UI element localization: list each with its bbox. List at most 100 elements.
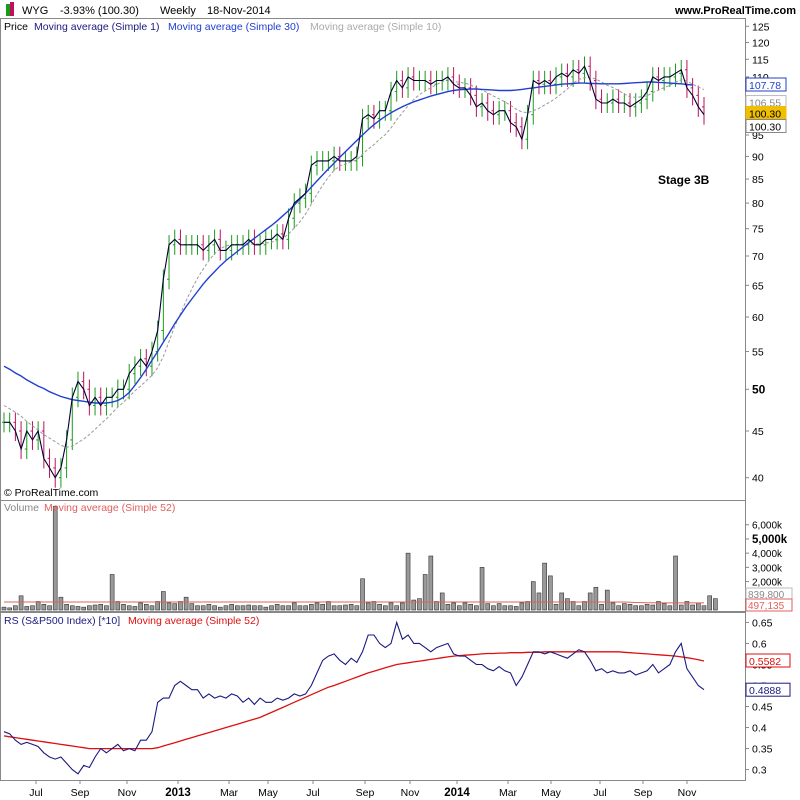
rs-legend: RS (S&P500 Index) [*10] Moving average (… bbox=[4, 615, 259, 627]
volume-bar bbox=[525, 601, 530, 611]
volume-bar bbox=[622, 603, 627, 611]
price-tick-label: 50 bbox=[752, 382, 766, 396]
volume-bar bbox=[291, 602, 297, 611]
volume-bar bbox=[536, 592, 542, 611]
volume-bar bbox=[616, 605, 621, 611]
header: WYG -3.93% (100.30) Weekly 18-Nov-2014 w… bbox=[6, 2, 796, 17]
volume-bar bbox=[468, 604, 473, 611]
volume-bar bbox=[18, 595, 24, 611]
rs-line bbox=[3, 620, 705, 775]
volume-bar bbox=[24, 606, 30, 611]
volume-bar bbox=[422, 574, 428, 611]
volume-bar bbox=[240, 605, 246, 611]
volume-bar bbox=[610, 602, 616, 611]
volume-bar bbox=[667, 605, 673, 611]
volume-bar bbox=[52, 505, 58, 611]
volume-bar bbox=[126, 605, 132, 611]
price-tick-label: 45 bbox=[752, 426, 764, 438]
ma10-line bbox=[3, 76, 705, 448]
volume-bar bbox=[274, 604, 280, 611]
volume-tick-label: 5,000k bbox=[752, 534, 788, 546]
close-value-tag-box bbox=[745, 119, 787, 134]
volume-bar bbox=[183, 596, 189, 611]
volume-bar bbox=[644, 604, 650, 611]
volume-bar bbox=[565, 598, 570, 611]
volume-bar bbox=[143, 604, 149, 611]
volume-bar bbox=[548, 575, 553, 611]
volume-bar bbox=[326, 601, 331, 611]
volume-bar bbox=[383, 605, 388, 611]
x-tick-label: Sep bbox=[71, 787, 90, 799]
price-tick-label: 95 bbox=[752, 130, 764, 142]
x-tick-label: Mar bbox=[499, 787, 518, 799]
rs-value-tag: 0.4888 bbox=[749, 685, 781, 697]
price-tick-label: 70 bbox=[752, 251, 764, 263]
volume-bar bbox=[633, 605, 639, 611]
legend-rs-ma: Moving average (Simple 52) bbox=[128, 615, 259, 627]
rs-ma-value-box bbox=[745, 653, 791, 668]
price-tick-label: 90 bbox=[752, 151, 764, 163]
volume-bar bbox=[587, 592, 593, 611]
volume-bar bbox=[337, 605, 343, 611]
volume-bar bbox=[678, 604, 684, 611]
x-tick-label: Mar bbox=[220, 787, 239, 799]
volume-bar bbox=[269, 605, 274, 611]
x-tick-label: 2013 bbox=[165, 787, 191, 799]
volume-bar bbox=[166, 602, 172, 611]
volume-bar bbox=[223, 605, 229, 611]
volume-bar bbox=[553, 604, 559, 611]
volume-bar bbox=[303, 605, 308, 611]
volume-bar bbox=[400, 602, 405, 611]
volume-bar bbox=[502, 605, 508, 611]
volume-tick-label: 2,000k bbox=[752, 578, 783, 589]
stage-annotation: Stage 3B bbox=[658, 173, 710, 187]
price-tick-label: 65 bbox=[752, 280, 764, 292]
volume-bar bbox=[47, 605, 52, 611]
volume-bar bbox=[92, 604, 98, 611]
volume-bar bbox=[64, 604, 69, 611]
volume-bar bbox=[604, 589, 610, 611]
volume-bar bbox=[155, 601, 160, 611]
rs-ma-value-tag: 0.5582 bbox=[749, 656, 781, 668]
volume-bar bbox=[701, 605, 707, 611]
volume-bar bbox=[428, 555, 434, 611]
rs-plot: 0.5582 0.4888 bbox=[3, 620, 791, 775]
volume-bar bbox=[75, 606, 81, 611]
header-ticker: WYG bbox=[22, 5, 48, 17]
volume-tick-label: 6,000k bbox=[752, 521, 783, 532]
rs-tick-label: 0.65 bbox=[752, 617, 773, 629]
volume-bar bbox=[81, 606, 86, 611]
volume-bar bbox=[178, 601, 183, 611]
volume-legend: Volume Moving average (Simple 52) bbox=[4, 502, 175, 514]
volume-tick-label: 3,000k bbox=[752, 563, 783, 574]
volume-bar bbox=[405, 552, 411, 611]
rs-value-box bbox=[745, 682, 791, 697]
volume-bar bbox=[206, 604, 212, 611]
volume-bar bbox=[513, 606, 519, 611]
volume-bar bbox=[371, 601, 377, 611]
price-tick-label: 120 bbox=[752, 37, 770, 49]
volume-ma-value-box bbox=[745, 598, 793, 612]
volume-bar bbox=[58, 596, 64, 611]
rs-tick-label: 0.4 bbox=[752, 723, 767, 735]
volume-bar bbox=[582, 601, 587, 611]
volume-bar bbox=[104, 605, 109, 611]
volume-bar bbox=[132, 606, 138, 611]
rs-tick-label: 0.45 bbox=[752, 702, 773, 714]
x-tick-label: Jul bbox=[306, 787, 319, 799]
volume-bar bbox=[189, 603, 195, 611]
volume-bar bbox=[13, 605, 18, 611]
volume-bar bbox=[474, 605, 479, 611]
rs-tick-label: 0.6 bbox=[752, 638, 767, 650]
x-tick-label: 2014 bbox=[444, 787, 470, 799]
volume-bar bbox=[576, 605, 582, 611]
volume-bar bbox=[656, 601, 661, 611]
legend-rs: RS (S&P500 Index) [*10] bbox=[4, 615, 120, 627]
volume-bar bbox=[713, 598, 718, 611]
volume-bar bbox=[1, 606, 7, 611]
x-tick-label: May bbox=[258, 787, 279, 799]
volume-bar bbox=[343, 604, 348, 611]
legend-ma30: Moving average (Simple 30) bbox=[168, 21, 299, 33]
